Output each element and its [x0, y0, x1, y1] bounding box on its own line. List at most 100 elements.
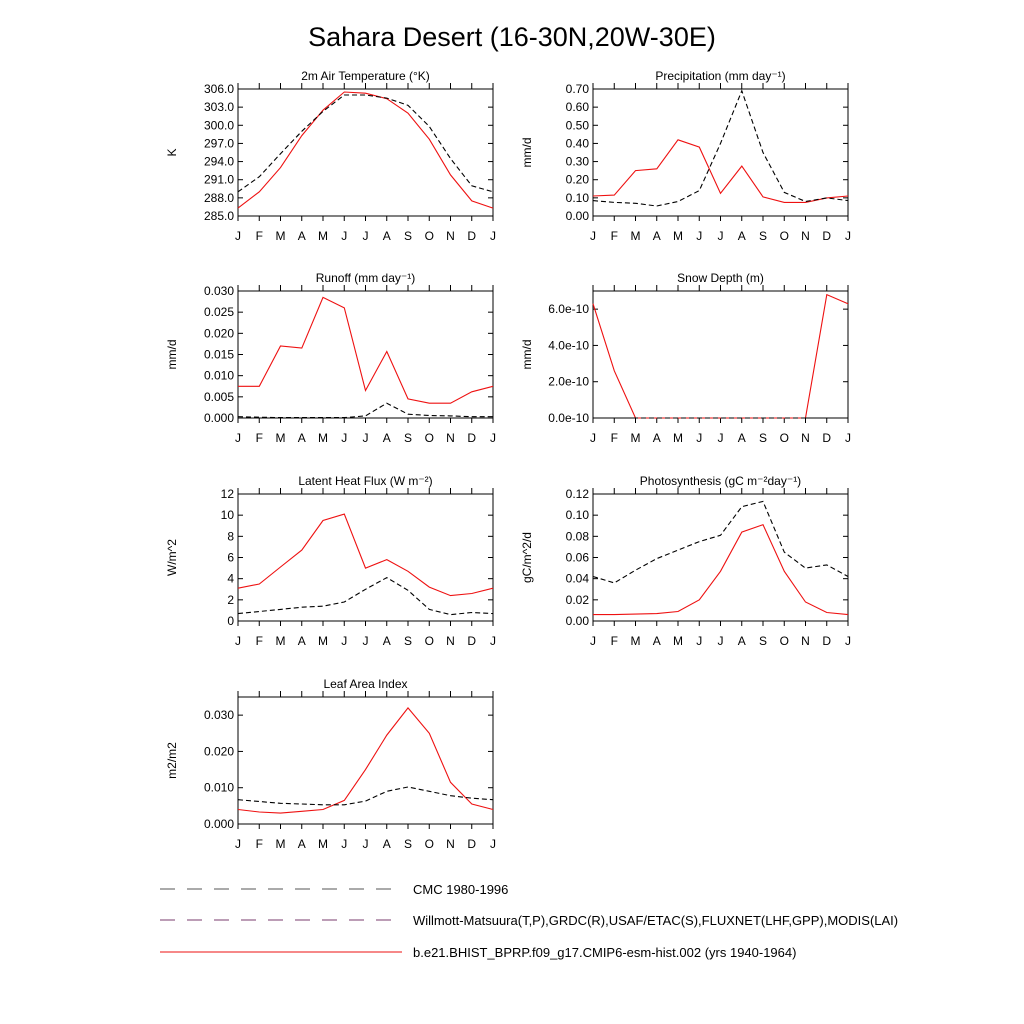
x-tick-label: J	[845, 431, 851, 445]
x-tick-label: A	[738, 229, 746, 243]
figure-title: Sahara Desert (16-30N,20W-30E)	[308, 22, 716, 52]
x-tick-label: M	[276, 229, 286, 243]
y-tick-label: 0.000	[204, 817, 234, 831]
y-tick-label: 0.60	[566, 100, 590, 114]
x-tick-label: J	[235, 431, 241, 445]
x-tick-label: A	[298, 837, 306, 851]
y-tick-label: 0.20	[566, 173, 590, 187]
y-axis-label: m2/m2	[165, 742, 179, 779]
y-axis-label: mm/d	[520, 138, 534, 168]
x-tick-label: M	[631, 229, 641, 243]
x-tick-label: A	[653, 431, 661, 445]
y-tick-label: 0.010	[204, 781, 234, 795]
y-tick-label: 6.0e-10	[548, 302, 589, 316]
y-tick-label: 0.030	[204, 284, 234, 298]
x-tick-label: A	[298, 229, 306, 243]
x-tick-label: O	[425, 229, 434, 243]
x-tick-label: J	[363, 634, 369, 648]
series-line-obs	[237, 402, 493, 419]
y-tick-label: 0.00	[566, 614, 590, 628]
panel-title: Runoff (mm day⁻¹)	[316, 271, 415, 285]
x-tick-label: M	[673, 431, 683, 445]
x-tick-label: J	[490, 431, 496, 445]
x-tick-label: M	[318, 431, 328, 445]
y-tick-label: 0	[227, 614, 234, 628]
x-tick-label: S	[759, 229, 767, 243]
x-tick-label: F	[611, 229, 618, 243]
x-tick-label: D	[467, 634, 476, 648]
x-tick-label: J	[590, 229, 596, 243]
x-tick-label: M	[318, 229, 328, 243]
x-tick-label: O	[780, 431, 789, 445]
legend: CMC 1980-1996 Willmott-Matsuura(T,P),GRDC…	[160, 882, 898, 960]
panel-title: 2m Air Temperature (°K)	[301, 69, 430, 83]
y-tick-label: 0.12	[566, 487, 590, 501]
y-tick-label: 2	[227, 593, 234, 607]
plot-frame	[592, 493, 849, 622]
x-tick-label: J	[235, 837, 241, 851]
y-tick-label: 285.0	[204, 209, 234, 223]
y-tick-label: 4.0e-10	[548, 338, 589, 352]
x-tick-label: J	[718, 634, 724, 648]
x-tick-label: J	[341, 431, 347, 445]
x-tick-label: J	[363, 229, 369, 243]
y-axis-label: W/m^2	[165, 539, 179, 576]
x-tick-label: J	[490, 229, 496, 243]
y-tick-label: 0.0e-10	[548, 411, 589, 425]
x-tick-label: J	[696, 431, 702, 445]
x-tick-label: J	[718, 229, 724, 243]
series-line-model	[592, 293, 849, 419]
x-tick-label: M	[673, 229, 683, 243]
x-tick-label: M	[276, 634, 286, 648]
x-tick-label: A	[383, 431, 391, 445]
x-tick-label: J	[718, 431, 724, 445]
plot-frame	[237, 493, 494, 622]
panel-title: Photosynthesis (gC m⁻²day⁻¹)	[640, 474, 801, 488]
panels-group: 2m Air Temperature (°K) K 285.0 288.0 291.0 2…	[165, 69, 851, 851]
x-tick-label: J	[590, 431, 596, 445]
x-tick-label: D	[822, 634, 831, 648]
x-tick-label: O	[780, 634, 789, 648]
legend-label: b.e21.BHIST_BPRP.f09_g17.CMIP6-esm-hist.…	[413, 945, 796, 960]
x-tick-label: D	[467, 229, 476, 243]
y-tick-label: 0.00	[566, 209, 590, 223]
x-tick-label: A	[383, 837, 391, 851]
y-tick-label: 0.025	[204, 305, 234, 319]
x-tick-label: A	[653, 229, 661, 243]
plot-frame	[592, 88, 849, 217]
y-tick-label: 303.0	[204, 100, 234, 114]
panel-title: Snow Depth (m)	[677, 271, 764, 285]
series-line-model	[593, 524, 849, 616]
x-tick-label: J	[363, 837, 369, 851]
x-tick-label: S	[404, 431, 412, 445]
x-tick-label: O	[425, 634, 434, 648]
x-tick-label: A	[298, 634, 306, 648]
plot-frame	[237, 696, 494, 825]
series-line-model	[237, 513, 494, 597]
x-tick-label: J	[341, 634, 347, 648]
y-tick-label: 0.02	[566, 593, 590, 607]
x-tick-label: M	[276, 837, 286, 851]
x-tick-label: M	[318, 837, 328, 851]
x-tick-label: J	[490, 634, 496, 648]
x-tick-label: J	[235, 634, 241, 648]
y-tick-label: 0.06	[566, 551, 590, 565]
panel-title: Leaf Area Index	[323, 677, 407, 691]
y-tick-label: 0.005	[204, 390, 234, 404]
y-tick-label: 0.04	[566, 572, 590, 586]
y-tick-label: 0.020	[204, 744, 234, 758]
series-line-model	[238, 296, 494, 404]
series-line-obs	[237, 576, 494, 616]
y-tick-label: 0.030	[204, 708, 234, 722]
x-tick-label: N	[446, 229, 455, 243]
x-tick-label: J	[590, 634, 596, 648]
x-tick-label: M	[276, 431, 286, 445]
x-tick-label: J	[845, 634, 851, 648]
series-line-obs	[237, 786, 494, 806]
x-tick-label: M	[673, 634, 683, 648]
x-tick-label: J	[490, 837, 496, 851]
x-tick-label: J	[696, 634, 702, 648]
x-tick-label: S	[404, 229, 412, 243]
y-tick-label: 294.0	[204, 155, 234, 169]
